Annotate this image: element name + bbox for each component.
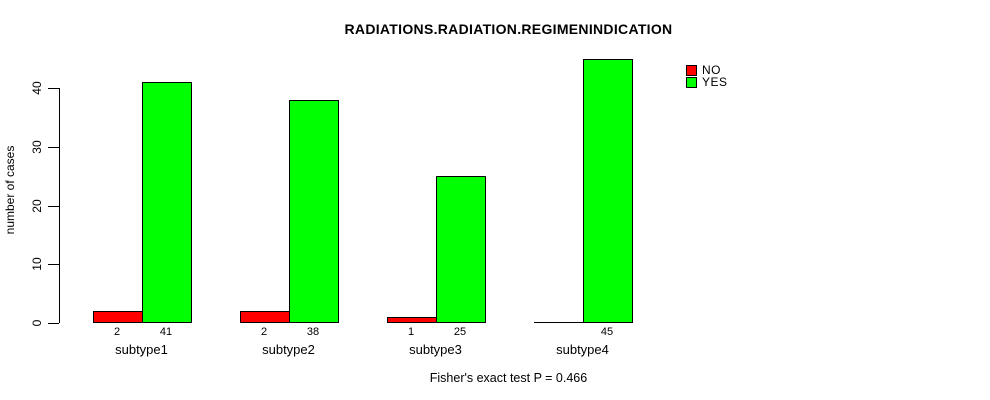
category-label-subtype3: subtype3 bbox=[409, 342, 462, 357]
y-tick-label: 20 bbox=[30, 199, 44, 213]
bar-value-label: 45 bbox=[600, 326, 614, 338]
category-label-subtype1: subtype1 bbox=[115, 342, 168, 357]
legend-swatch-no bbox=[686, 65, 697, 76]
y-tick bbox=[48, 323, 59, 324]
legend-label: YES bbox=[702, 75, 728, 89]
legend-item-yes: YES bbox=[686, 75, 728, 89]
legend-swatch-yes bbox=[686, 77, 697, 88]
y-tick bbox=[48, 264, 59, 265]
bar-value-label: 2 bbox=[113, 326, 121, 338]
footer-note: Fisher's exact test P = 0.466 bbox=[429, 371, 588, 385]
y-axis-line bbox=[59, 88, 60, 323]
bar-value-label: 41 bbox=[159, 326, 173, 338]
legend-item-no: NO bbox=[686, 63, 728, 77]
category-label-subtype2: subtype2 bbox=[262, 342, 315, 357]
bar-no-subtype2 bbox=[239, 311, 290, 323]
y-tick-label: 30 bbox=[30, 140, 44, 154]
y-tick-label: 0 bbox=[30, 319, 44, 327]
bar-yes-subtype2 bbox=[288, 100, 339, 323]
bar-yes-subtype4 bbox=[582, 59, 633, 323]
chart-title: RADIATIONS.RADIATION.REGIMENINDICATION bbox=[344, 21, 673, 37]
y-tick bbox=[48, 147, 59, 148]
y-tick bbox=[48, 206, 59, 207]
bar-no-subtype3 bbox=[386, 317, 437, 323]
bar-value-label: 1 bbox=[407, 326, 415, 338]
category-label-subtype4: subtype4 bbox=[556, 342, 609, 357]
bar-value-label: 38 bbox=[306, 326, 320, 338]
legend: NO YES bbox=[686, 63, 728, 89]
bar-yes-subtype1 bbox=[141, 82, 192, 323]
bar-value-label: 2 bbox=[260, 326, 268, 338]
bar-yes-subtype3 bbox=[435, 176, 486, 323]
y-tick bbox=[48, 88, 59, 89]
y-tick-label: 40 bbox=[30, 81, 44, 95]
y-axis-label: number of cases bbox=[3, 145, 17, 235]
bar-value-label: 25 bbox=[453, 326, 467, 338]
legend-label: NO bbox=[702, 63, 721, 77]
bar-no-subtype1 bbox=[92, 311, 143, 323]
y-tick-label: 10 bbox=[30, 257, 44, 271]
bar-no-subtype4 bbox=[533, 322, 584, 323]
